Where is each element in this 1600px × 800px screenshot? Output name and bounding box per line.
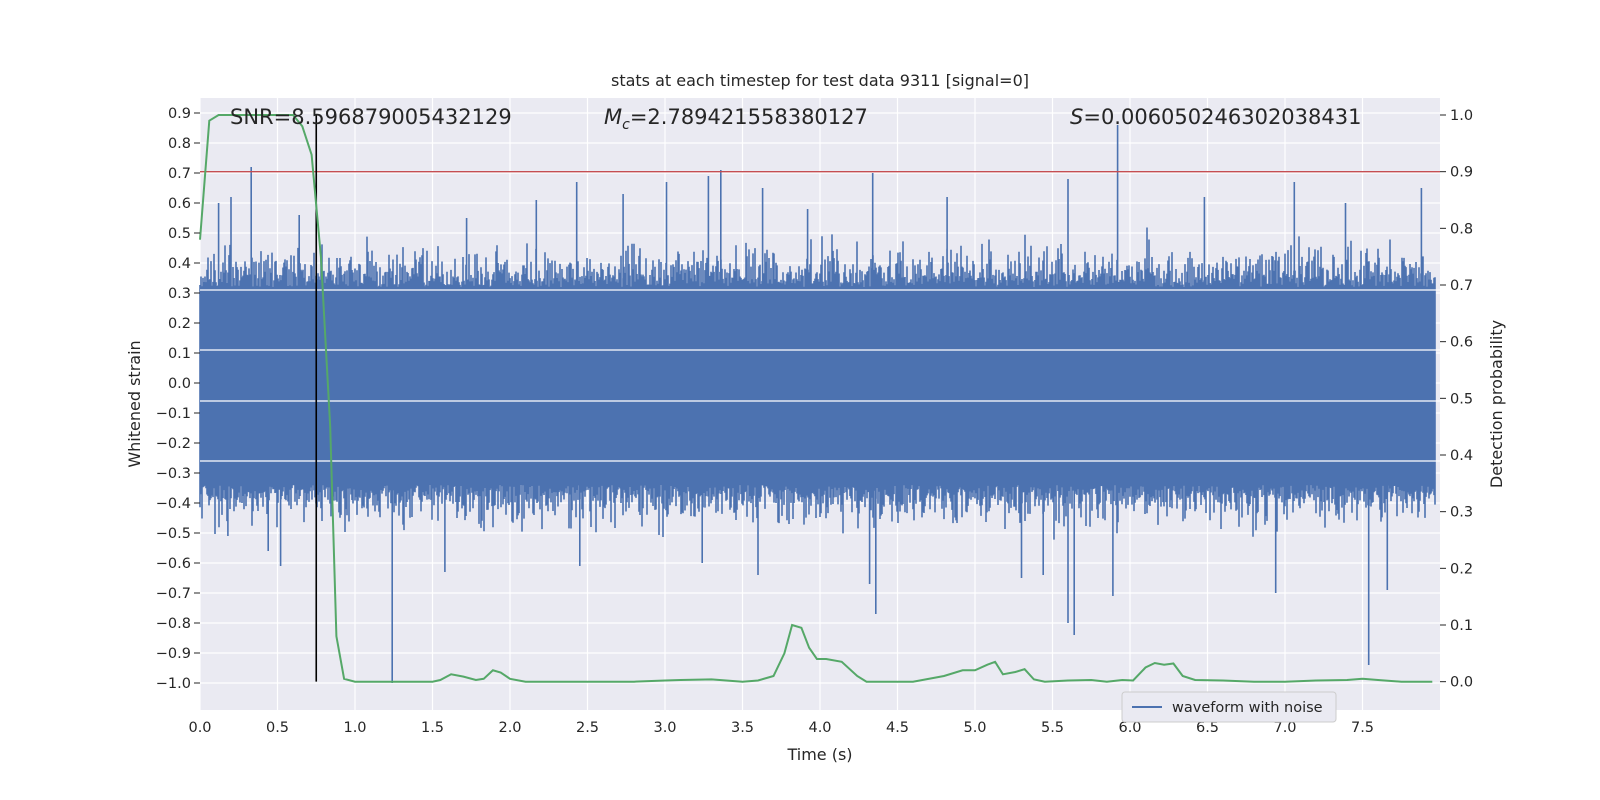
y2-tick-label: 0.2	[1450, 561, 1473, 577]
detection-probability-line	[199, 114, 1433, 683]
y-tick-label: 0.9	[168, 106, 191, 122]
y-tick-label: 0.6	[168, 196, 191, 212]
y-tick-label: 0.1	[168, 346, 191, 362]
x-tick-label: 5.0	[963, 720, 986, 736]
x-tick-label: 5.5	[1041, 720, 1064, 736]
y-tick-label: 0.5	[168, 226, 191, 242]
y-tick-label: 0.0	[168, 376, 191, 392]
y2-tick-label: 0.8	[1450, 221, 1473, 237]
y2-axis-label: Detection probability	[1487, 320, 1506, 488]
y-tick-label: −0.8	[156, 616, 191, 632]
x-tick-label: 3.5	[731, 720, 754, 736]
legend-box	[1121, 691, 1337, 723]
x-axis-ticks: 0.0 0.5 1.0 1.5 2.0 2.5 3.0 3.5 4.0 4.5 5.0 5.5 6.0 6…	[188, 720, 1374, 736]
x-tick-label: 4.0	[808, 720, 831, 736]
x-tick-label: 2.5	[576, 720, 599, 736]
x-tick-label: 3.0	[653, 720, 676, 736]
y-tick-label: −1.0	[156, 676, 191, 692]
y2-tick-label: 0.4	[1450, 448, 1473, 464]
y2-tick-label: 0.3	[1450, 505, 1473, 521]
y2-tick-label: 0.6	[1450, 335, 1473, 351]
y-tick-label: −0.1	[156, 406, 191, 422]
legend: waveform with noise	[1121, 691, 1337, 723]
chart-title: stats at each timestep for test data 931…	[611, 71, 1029, 90]
y2-tick-label: 1.0	[1450, 108, 1473, 124]
x-tick-label: 1.5	[421, 720, 444, 736]
significance-value: =0.006050246302038431	[1083, 105, 1361, 129]
x-tick-label: 6.0	[1118, 720, 1141, 736]
chirp-mass-annotation: Mc=2.789421558380127	[604, 105, 868, 133]
y-tick-label: 0.8	[168, 136, 191, 152]
x-tick-label: 2.0	[498, 720, 521, 736]
significance-symbol: S	[1070, 105, 1083, 129]
y-tick-label: −0.4	[156, 496, 191, 512]
y-axis-ticks: 0.9 0.8 0.7 0.6 0.5 0.4 0.3 0.2 0.1 0.0 −0.1 −0.2 −0…	[156, 106, 200, 692]
x-tick-label: 6.5	[1196, 720, 1219, 736]
waveform-noise-trace	[199, 125, 1436, 683]
chirp-mass-subscript: c	[622, 117, 630, 133]
legend-label-waveform: waveform with noise	[1172, 700, 1323, 716]
x-tick-label: 1.0	[343, 720, 366, 736]
y-tick-label: 0.3	[168, 286, 191, 302]
snr-annotation: SNR=8.596879005432129	[230, 105, 512, 129]
y-tick-label: 0.4	[168, 256, 191, 272]
y2-tick-label: 0.9	[1450, 165, 1473, 181]
x-tick-label: 7.5	[1351, 720, 1374, 736]
x-tick-label: 0.5	[266, 720, 289, 736]
y2-tick-label: 0.7	[1450, 278, 1473, 294]
x-axis-label: Time (s)	[786, 745, 852, 764]
y-tick-label: −0.5	[156, 526, 191, 542]
y-tick-label: 0.2	[168, 316, 191, 332]
y-axis-label: Whitened strain	[125, 340, 144, 467]
y2-axis-ticks: 1.0 0.9 0.8 0.7 0.6 0.5 0.4 0.3 0.2 0.1 0.0	[1440, 108, 1473, 691]
waveform-series	[199, 125, 1440, 683]
y-tick-label: −0.3	[156, 466, 191, 482]
y2-tick-label: 0.0	[1450, 675, 1473, 691]
y-tick-label: −0.7	[156, 586, 191, 602]
y-tick-label: −0.9	[156, 646, 191, 662]
y-tick-label: −0.6	[156, 556, 191, 572]
y2-tick-label: 0.1	[1450, 618, 1473, 634]
significance-annotation: S=0.006050246302038431	[1070, 105, 1361, 129]
chirp-mass-value: =2.789421558380127	[630, 105, 868, 129]
y-tick-label: −0.2	[156, 436, 191, 452]
x-tick-label: 4.5	[886, 720, 909, 736]
x-tick-label: 0.0	[188, 720, 211, 736]
x-tick-label: 7.0	[1273, 720, 1296, 736]
y2-tick-label: 0.5	[1450, 391, 1473, 407]
y-tick-label: 0.7	[168, 166, 191, 182]
chirp-mass-symbol: M	[604, 105, 622, 129]
